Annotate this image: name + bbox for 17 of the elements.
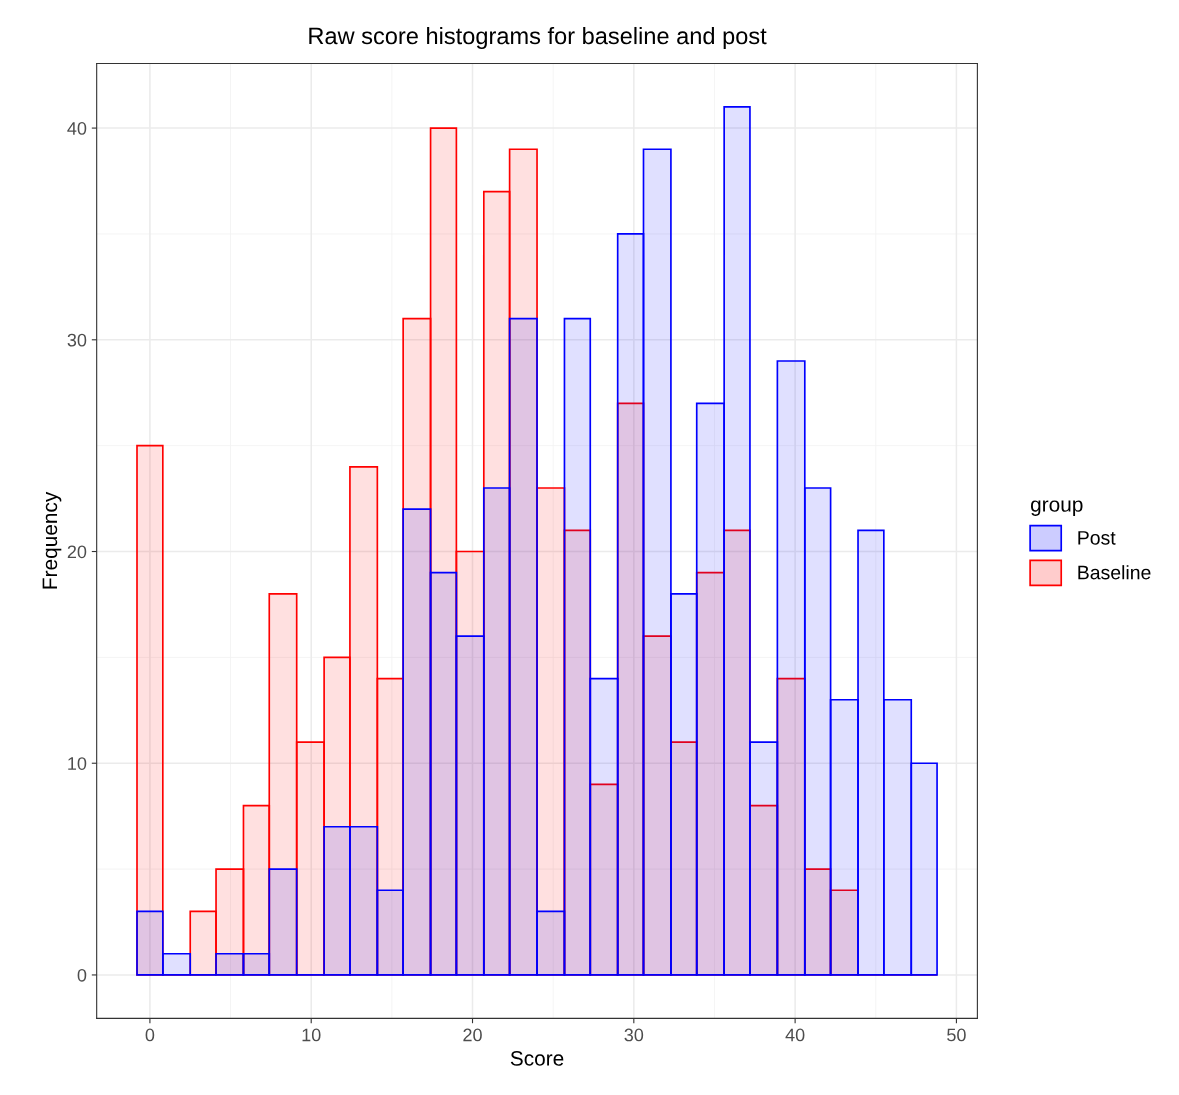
legend-label: Baseline xyxy=(1078,565,1151,580)
legend-title: group xyxy=(1031,500,1083,516)
legend-label: Post xyxy=(1078,531,1116,545)
chart-title: Raw score histograms for baseline and post xyxy=(309,26,767,49)
y-axis-title: Frequency xyxy=(42,491,62,589)
x-tick-label: 10 xyxy=(302,1028,321,1042)
y-tick-label: 0 xyxy=(77,968,87,982)
x-axis-title: Score xyxy=(510,1051,564,1066)
y-tick-label: 10 xyxy=(68,757,87,770)
x-tick-label: 20 xyxy=(463,1028,482,1042)
y-tick-label: 40 xyxy=(67,122,87,135)
x-tick-label: 30 xyxy=(624,1028,644,1042)
x-tick-label: 0 xyxy=(145,1028,155,1042)
y-tick-label: 20 xyxy=(67,545,87,559)
y-tick-label: 30 xyxy=(67,333,87,347)
x-tick-label: 40 xyxy=(785,1028,805,1042)
x-tick-label: 50 xyxy=(947,1028,966,1042)
